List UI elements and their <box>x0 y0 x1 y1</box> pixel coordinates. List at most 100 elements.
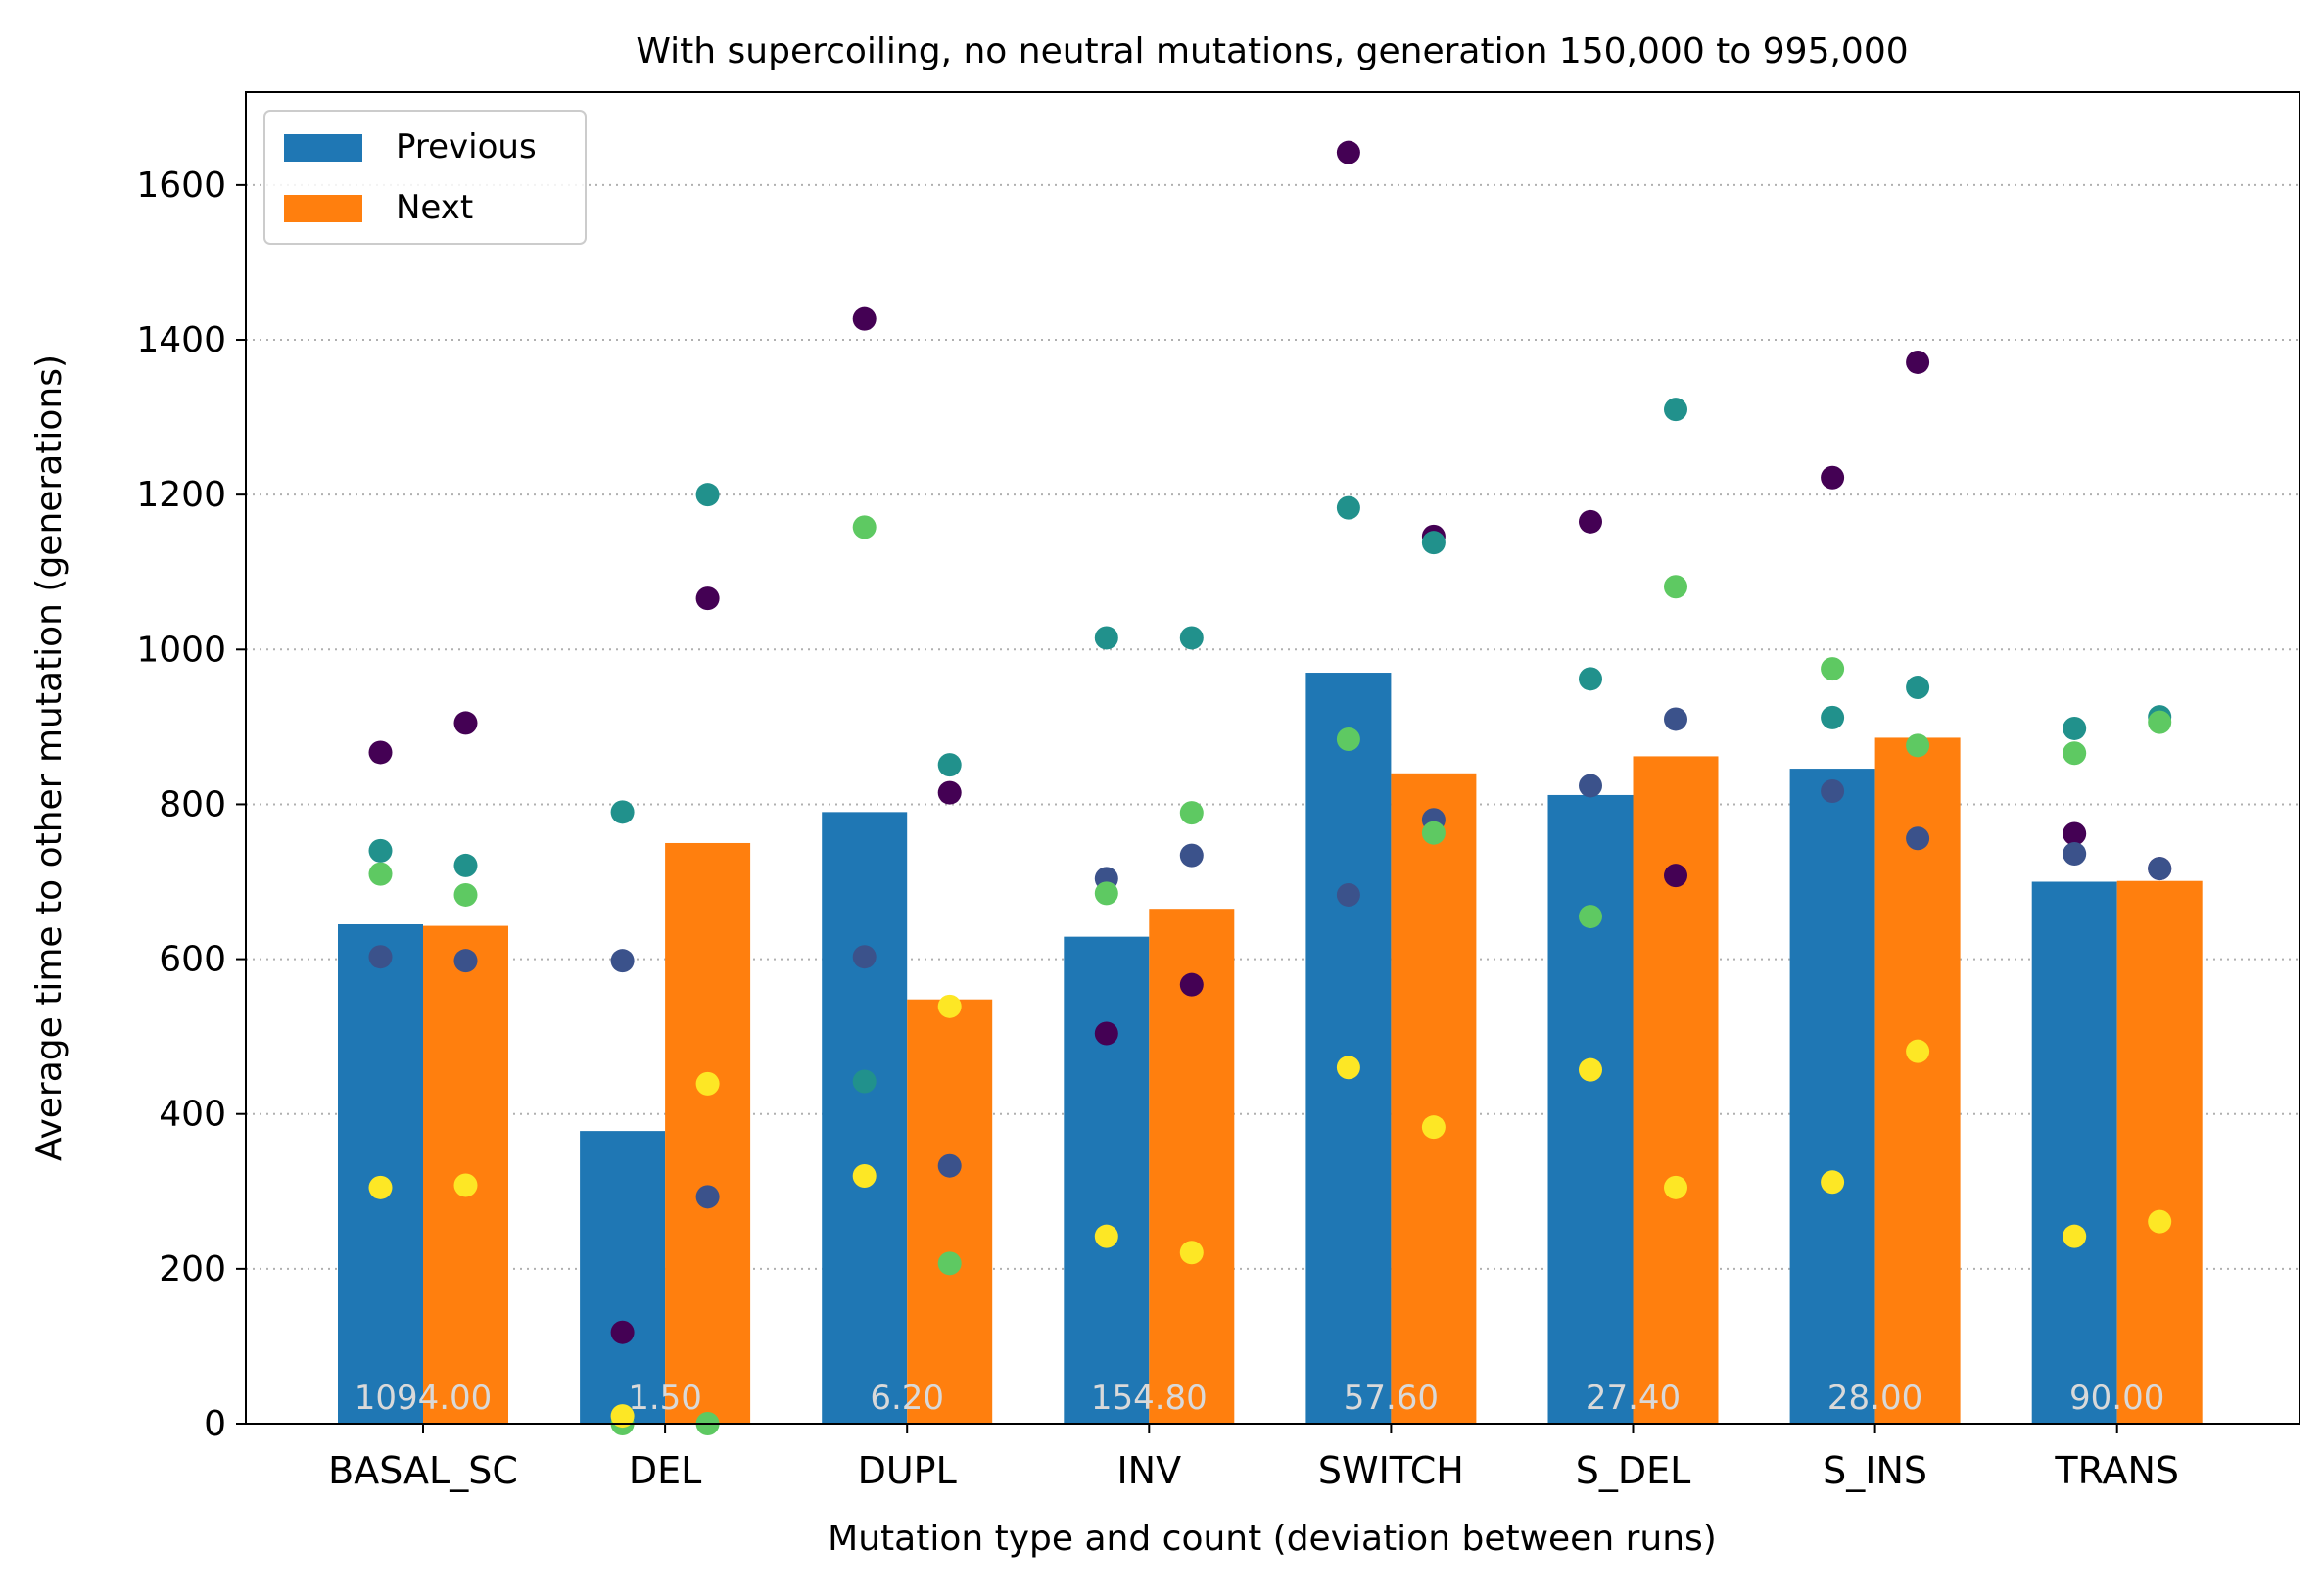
x-tick-label: S_DEL <box>1576 1449 1691 1492</box>
run-point-previous <box>1094 626 1118 650</box>
legend-label-next: Next <box>396 188 473 227</box>
bar-next-s_ins <box>1874 737 1961 1424</box>
x-tick-label: BASAL_SC <box>328 1449 518 1492</box>
run-point-previous <box>852 1069 877 1094</box>
bar-next-del <box>665 842 751 1424</box>
run-point-previous <box>1821 465 1845 490</box>
run-point-next <box>695 586 720 611</box>
y-tick-label: 0 <box>204 1404 226 1444</box>
run-point-next <box>1179 843 1204 868</box>
count-label: 57.60 <box>1344 1379 1439 1418</box>
run-point-next <box>695 1071 720 1096</box>
y-tick-label: 600 <box>159 940 226 980</box>
bar-next-trans <box>2116 880 2203 1424</box>
run-point-next <box>453 711 478 735</box>
legend-swatch-next <box>284 195 362 222</box>
x-axis-label: Mutation type and count (deviation betwe… <box>828 1519 1717 1559</box>
run-point-previous <box>1821 779 1845 803</box>
bar-previous-basal_sc <box>338 924 423 1424</box>
run-point-next <box>1664 398 1687 422</box>
run-point-previous <box>368 740 393 765</box>
run-point-previous <box>368 838 393 863</box>
run-point-previous <box>610 1404 635 1429</box>
run-point-next <box>937 1153 962 1178</box>
run-point-next <box>2148 1209 2172 1234</box>
run-point-next <box>1906 676 1930 700</box>
y-axis: 0 200 400 600 800 1000 1200 1400 1600 <box>136 165 246 1444</box>
x-tick-label: DEL <box>629 1449 701 1492</box>
run-point-next <box>937 753 962 777</box>
x-tick-label: S_INS <box>1823 1449 1927 1492</box>
x-tick-label: INV <box>1116 1449 1181 1492</box>
run-point-next <box>1421 1115 1446 1140</box>
y-axis-label: Average time to other mutation (generati… <box>29 354 70 1161</box>
run-point-next <box>1906 733 1930 758</box>
run-point-next <box>453 949 478 973</box>
count-label: 90.00 <box>2069 1379 2164 1418</box>
run-point-next <box>1179 626 1204 650</box>
run-point-previous <box>1579 905 1602 929</box>
x-tick-label: SWITCH <box>1318 1449 1464 1492</box>
plot-frame <box>245 91 2300 1425</box>
run-point-previous <box>1821 1170 1845 1195</box>
bar-previous-del <box>580 1131 666 1424</box>
bar-previous-s_del <box>1547 794 1634 1424</box>
bar-next-dupl <box>907 999 993 1424</box>
y-tick-label: 1400 <box>136 320 226 360</box>
run-point-next <box>1179 1241 1204 1265</box>
run-point-previous <box>2063 716 2087 740</box>
run-point-next <box>1421 821 1446 845</box>
run-point-previous <box>1094 1224 1118 1248</box>
count-label: 28.00 <box>1827 1379 1922 1418</box>
count-label: 6.20 <box>870 1379 944 1418</box>
legend-label-previous: Previous <box>396 127 537 166</box>
chart-title: With supercoiling, no neutral mutations,… <box>636 31 1908 71</box>
run-point-previous <box>368 1175 393 1199</box>
count-labels: 1094.00 1.50 6.20 154.80 57.60 27.40 28.00 90.0… <box>355 1379 2165 1418</box>
run-point-next <box>453 1173 478 1197</box>
run-point-next <box>453 882 478 907</box>
bar-previous-dupl <box>822 812 908 1424</box>
bars <box>338 673 2203 1424</box>
bar-previous-inv <box>1064 936 1150 1424</box>
run-point-next <box>1906 350 1930 374</box>
bar-previous-s_ins <box>1789 769 1875 1424</box>
run-point-next <box>1664 575 1687 599</box>
legend-swatch-previous <box>284 134 362 162</box>
run-points <box>368 140 2172 1435</box>
y-tick-label: 200 <box>159 1249 226 1290</box>
run-point-next <box>695 1185 720 1209</box>
bar-previous-trans <box>2031 881 2117 1424</box>
count-label: 154.80 <box>1091 1379 1208 1418</box>
y-tick-label: 1600 <box>136 165 226 206</box>
run-point-previous <box>1336 727 1360 752</box>
bar-next-switch <box>1391 773 1477 1424</box>
run-point-previous <box>1336 140 1360 164</box>
count-label: 1094.00 <box>355 1379 493 1418</box>
x-axis: BASAL_SC DEL DUPL INV SWITCH S_DEL S_INS TRANS <box>328 1424 2179 1492</box>
run-point-previous <box>1821 657 1845 681</box>
run-point-previous <box>852 306 877 331</box>
run-point-previous <box>610 800 635 824</box>
run-point-next <box>937 1251 962 1276</box>
run-point-next <box>1664 707 1687 731</box>
run-point-previous <box>2063 842 2087 867</box>
run-point-previous <box>2063 821 2087 846</box>
y-tick-label: 800 <box>159 784 226 824</box>
run-point-previous <box>1336 1056 1360 1080</box>
run-point-next <box>1664 1175 1687 1199</box>
run-point-previous <box>610 1320 635 1344</box>
run-point-previous <box>368 945 393 969</box>
run-point-next <box>695 483 720 507</box>
y-tick-label: 1000 <box>136 630 226 670</box>
run-point-next <box>937 994 962 1018</box>
count-label: 27.40 <box>1586 1379 1681 1418</box>
run-point-previous <box>1579 774 1602 798</box>
count-label: 1.50 <box>628 1379 702 1418</box>
run-point-next <box>1906 826 1930 851</box>
run-point-previous <box>1579 1057 1602 1082</box>
run-point-previous <box>610 949 635 973</box>
run-point-next <box>937 780 962 805</box>
y-tick-label: 1200 <box>136 475 226 515</box>
